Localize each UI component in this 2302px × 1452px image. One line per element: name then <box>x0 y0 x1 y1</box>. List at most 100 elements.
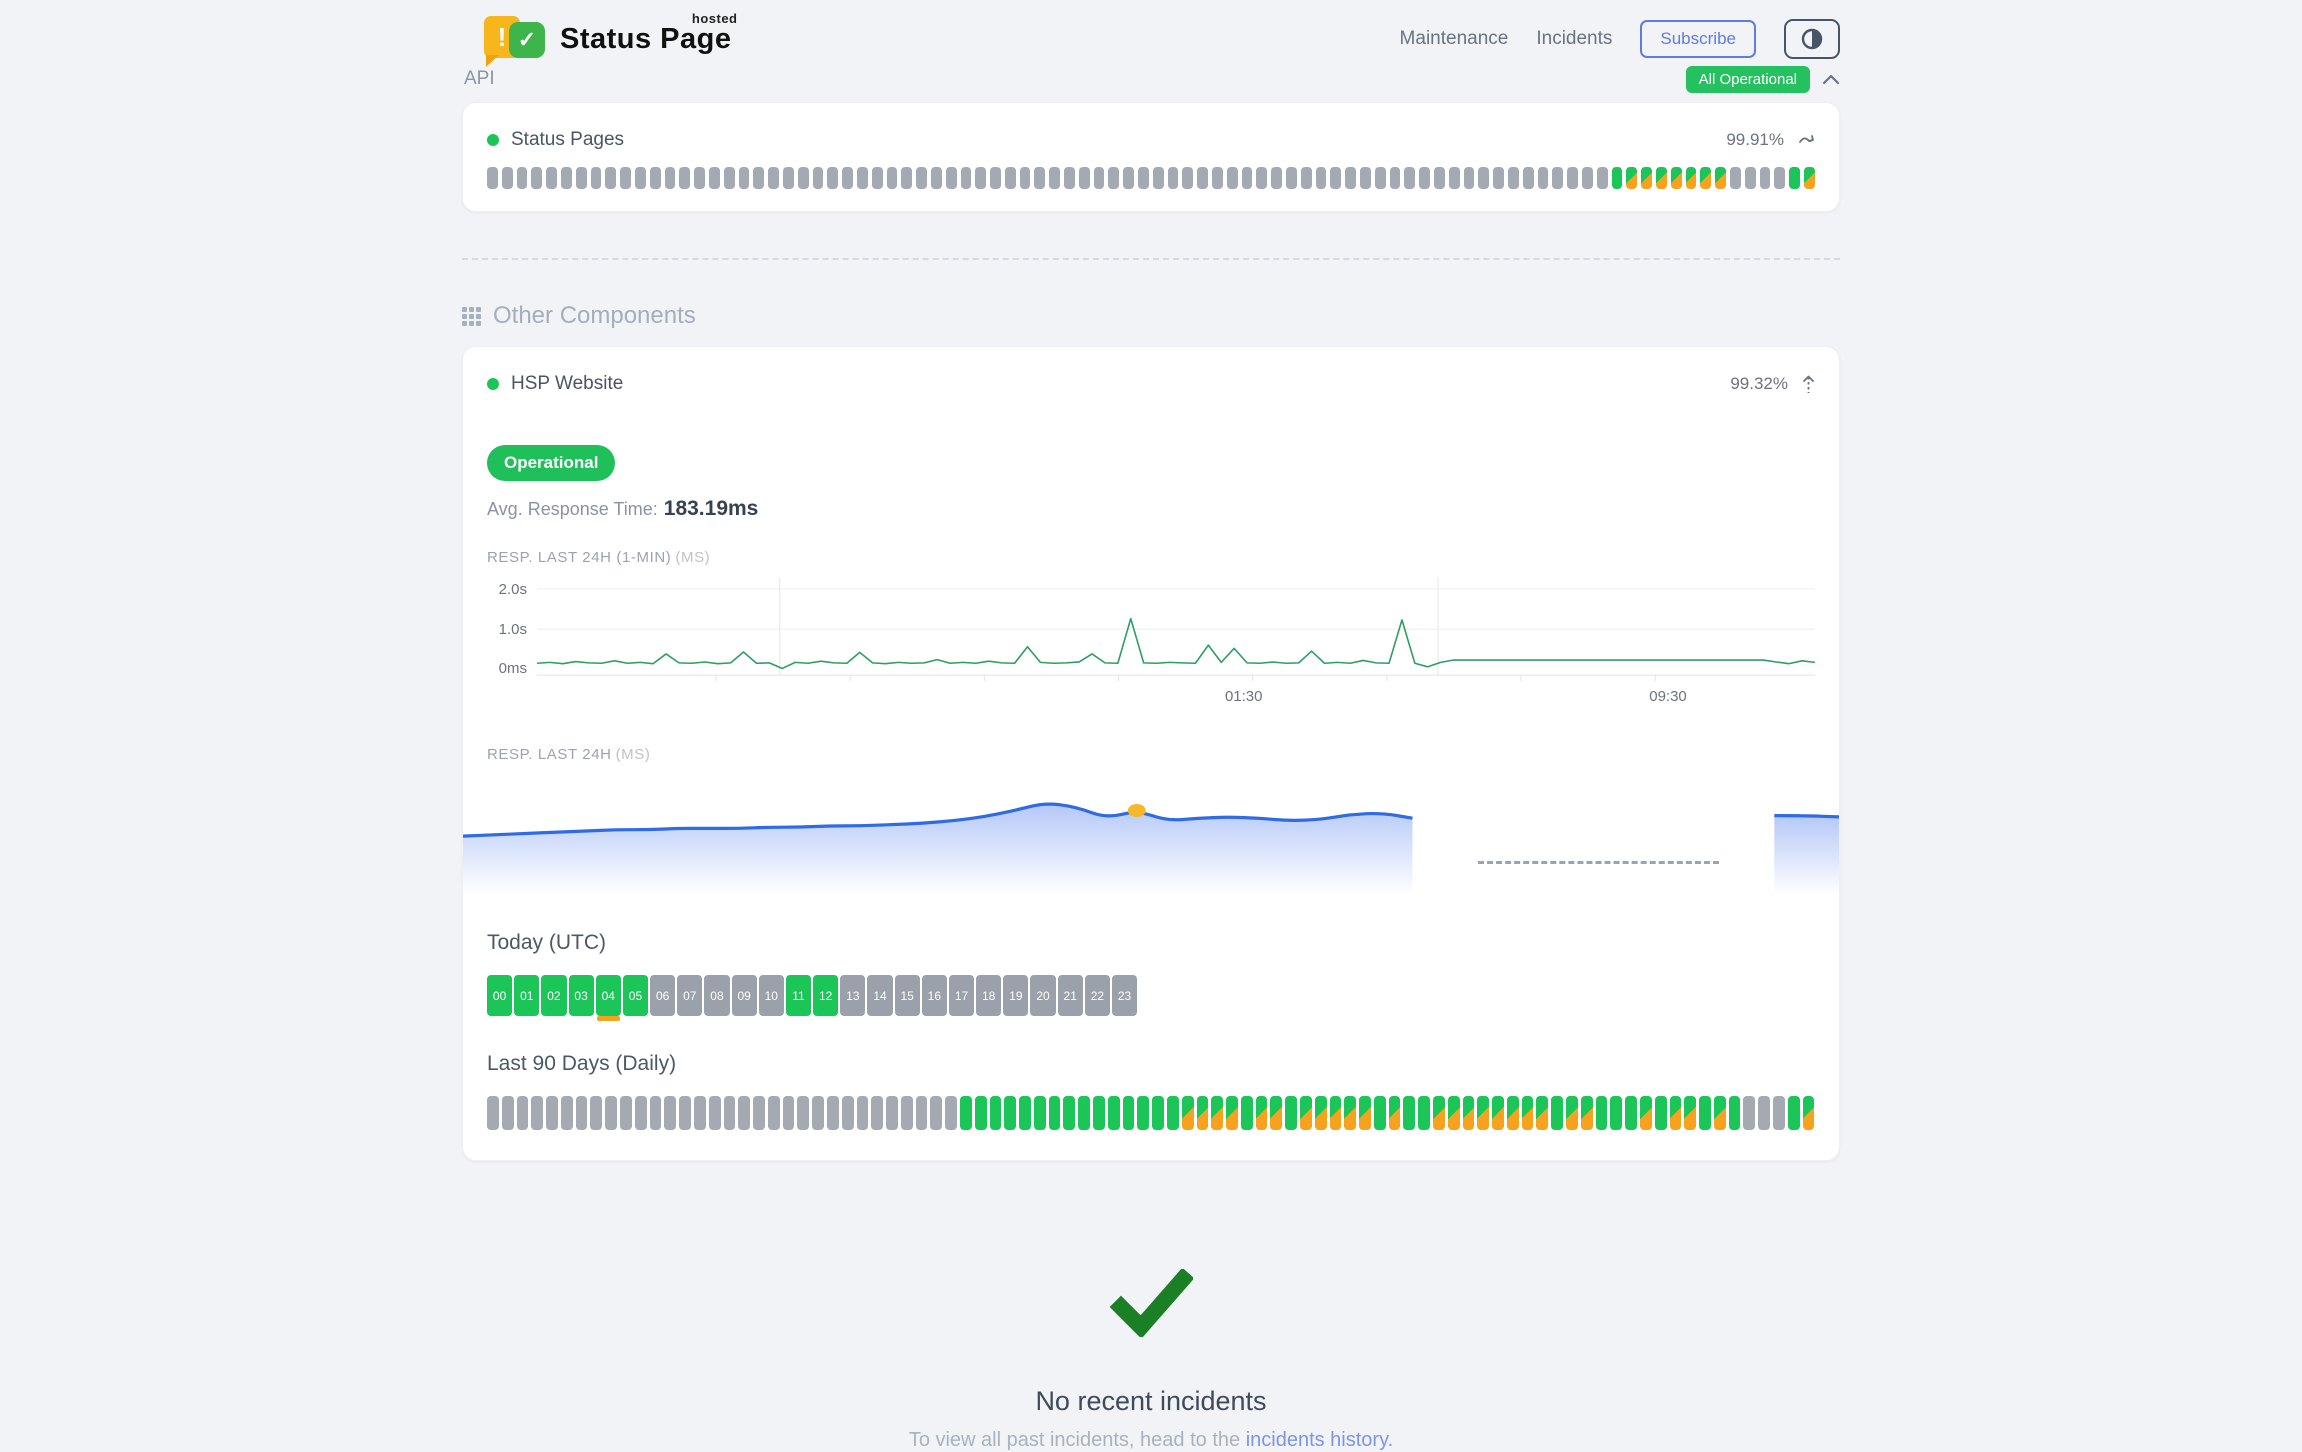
uptime-bar[interactable] <box>901 167 913 189</box>
uptime-bar[interactable] <box>708 167 720 189</box>
daily-bar[interactable] <box>1610 1096 1623 1130</box>
daily-bar[interactable] <box>886 1096 898 1130</box>
daily-bar[interactable] <box>841 1096 854 1130</box>
hour-box-20[interactable]: 20 <box>1030 975 1056 1016</box>
uptime-bar[interactable] <box>1034 167 1046 189</box>
daily-bar[interactable] <box>1802 1096 1815 1130</box>
daily-bar[interactable] <box>679 1096 691 1130</box>
uptime-bar[interactable] <box>1315 167 1327 189</box>
daily-bar[interactable] <box>1373 1096 1386 1130</box>
daily-bar[interactable] <box>487 1096 499 1130</box>
uptime-bar[interactable] <box>1744 167 1756 189</box>
hour-box-06[interactable]: 06 <box>650 975 676 1016</box>
uptime-bar[interactable] <box>679 167 691 189</box>
daily-bar[interactable] <box>871 1096 884 1130</box>
hour-box-01[interactable]: 01 <box>514 975 540 1016</box>
daily-bar[interactable] <box>546 1096 558 1130</box>
uptime-bar[interactable] <box>975 167 987 189</box>
daily-bar[interactable] <box>1122 1096 1135 1130</box>
uptime-bar[interactable] <box>1049 167 1061 189</box>
daily-bar[interactable] <box>1226 1096 1238 1130</box>
uptime-bar[interactable] <box>1552 167 1564 189</box>
uptime-bar[interactable] <box>886 167 898 189</box>
daily-bar[interactable] <box>634 1096 647 1130</box>
uptime-bar[interactable] <box>1152 167 1164 189</box>
uptime-bar[interactable] <box>1256 167 1268 189</box>
uptime-bar[interactable] <box>1596 167 1608 189</box>
daily-bar[interactable] <box>1240 1096 1253 1130</box>
hour-box-03[interactable]: 03 <box>568 975 594 1016</box>
uptime-bar[interactable] <box>1182 167 1194 189</box>
daily-bar[interactable] <box>1684 1096 1697 1130</box>
hour-box-21[interactable]: 21 <box>1057 975 1083 1016</box>
hour-box-23[interactable]: 23 <box>1111 975 1138 1016</box>
daily-bar[interactable] <box>1699 1096 1711 1130</box>
uptime-bar[interactable] <box>856 167 868 189</box>
uptime-bar[interactable] <box>1774 167 1786 189</box>
daily-bar[interactable] <box>753 1096 765 1130</box>
uptime-bar[interactable] <box>1271 167 1283 189</box>
daily-bar[interactable] <box>915 1096 928 1130</box>
uptime-bar[interactable] <box>1626 167 1638 189</box>
uptime-bar[interactable] <box>620 167 631 189</box>
uptime-bar[interactable] <box>1611 167 1623 189</box>
uptime-bar[interactable] <box>1715 167 1726 189</box>
daily-bar[interactable] <box>708 1096 721 1130</box>
uptime-bar[interactable] <box>1345 167 1357 189</box>
daily-bar[interactable] <box>1595 1096 1608 1130</box>
daily-bar[interactable] <box>1418 1096 1430 1130</box>
nav-maintenance[interactable]: Maintenance <box>1399 28 1509 49</box>
daily-bar[interactable] <box>1743 1096 1756 1130</box>
uptime-bar[interactable] <box>487 167 498 189</box>
uptime-bar[interactable] <box>1138 167 1149 189</box>
daily-bar[interactable] <box>974 1096 987 1130</box>
uptime-bar[interactable] <box>1434 167 1445 189</box>
uptime-bar[interactable] <box>664 167 676 189</box>
uptime-bar[interactable] <box>1700 167 1712 189</box>
daily-bar[interactable] <box>1787 1096 1800 1130</box>
uptime-bar[interactable] <box>1670 167 1682 189</box>
daily-bar[interactable] <box>1551 1096 1564 1130</box>
uptime-bar[interactable] <box>1330 167 1342 189</box>
nav-incidents[interactable]: Incidents <box>1536 28 1613 49</box>
hour-box-17[interactable]: 17 <box>948 975 975 1016</box>
daily-bar[interactable] <box>1166 1096 1179 1130</box>
chevron-up-icon[interactable] <box>1822 73 1840 85</box>
daily-bar[interactable] <box>1388 1096 1401 1130</box>
uptime-bar[interactable] <box>990 167 1001 189</box>
daily-bar[interactable] <box>1713 1096 1726 1130</box>
daily-bar[interactable] <box>1137 1096 1150 1130</box>
subscribe-button[interactable]: Subscribe <box>1640 20 1756 58</box>
hour-box-00[interactable]: 00 <box>487 975 513 1016</box>
uptime-bar[interactable] <box>960 167 972 189</box>
uptime-bar[interactable] <box>1123 167 1135 189</box>
uptime-bar[interactable] <box>1567 167 1578 189</box>
uptime-bar[interactable] <box>1064 167 1075 189</box>
theme-toggle-button[interactable] <box>1784 19 1840 59</box>
hour-box-10[interactable]: 10 <box>758 975 784 1016</box>
daily-bar[interactable] <box>1152 1096 1164 1130</box>
daily-bar[interactable] <box>945 1096 957 1130</box>
uptime-bar[interactable] <box>1004 167 1016 189</box>
daily-bar[interactable] <box>1344 1096 1357 1130</box>
uptime-bar[interactable] <box>575 167 587 189</box>
daily-bar[interactable] <box>1403 1096 1416 1130</box>
daily-bar[interactable] <box>1772 1096 1785 1130</box>
daily-bar[interactable] <box>989 1096 1002 1130</box>
hour-box-02[interactable]: 02 <box>541 975 567 1016</box>
hour-box-04[interactable]: 04 <box>595 975 621 1021</box>
uptime-bar[interactable] <box>1197 167 1209 189</box>
hour-box-15[interactable]: 15 <box>894 975 920 1016</box>
daily-bar[interactable] <box>1492 1096 1504 1130</box>
uptime-bar[interactable] <box>590 167 602 189</box>
uptime-bar[interactable] <box>1419 167 1430 189</box>
uptime-bar[interactable] <box>1212 167 1223 189</box>
daily-bar[interactable] <box>1107 1096 1120 1130</box>
uptime-bar[interactable] <box>501 167 513 189</box>
uptime-bar[interactable] <box>945 167 957 189</box>
hour-box-22[interactable]: 22 <box>1084 975 1110 1016</box>
daily-bar[interactable] <box>605 1096 618 1130</box>
daily-bar[interactable] <box>1580 1096 1593 1130</box>
uptime-bar[interactable] <box>1463 167 1475 189</box>
daily-bar[interactable] <box>1033 1096 1046 1130</box>
